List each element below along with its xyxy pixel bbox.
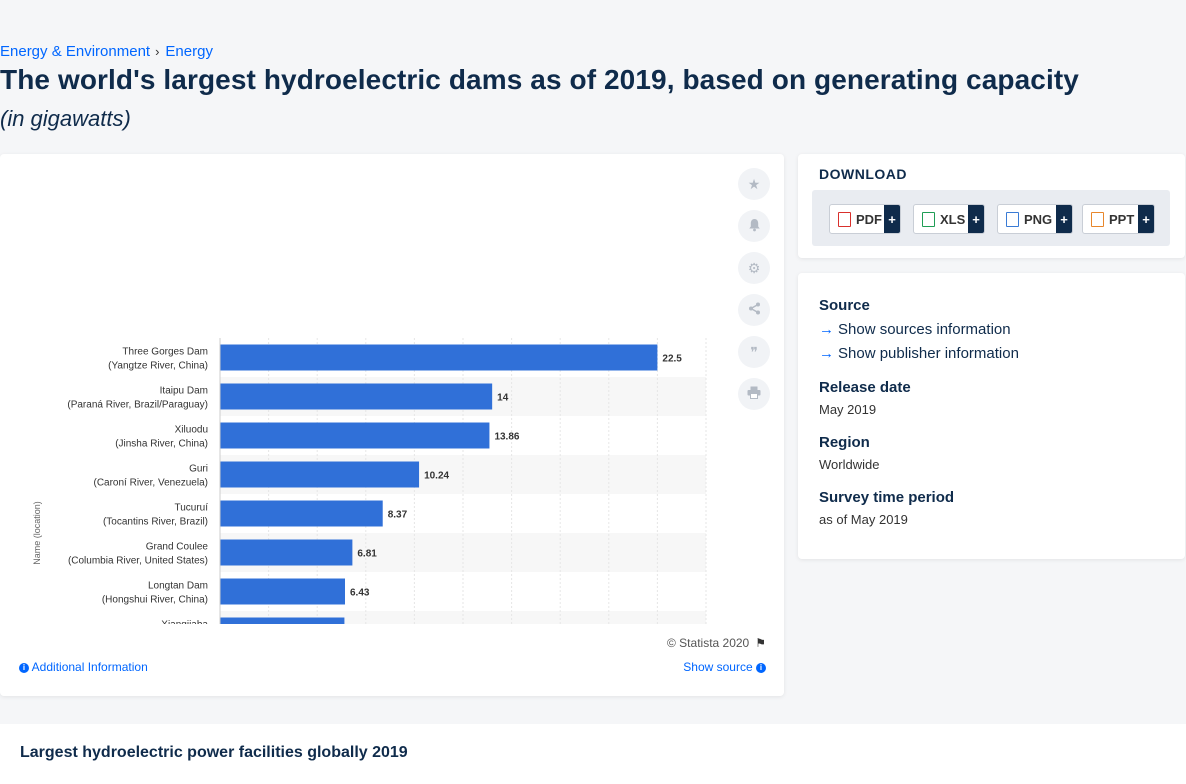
category-label: Longtan Dam: [148, 581, 208, 592]
bar: [220, 539, 353, 566]
category-location-label: (Yangtze River, China): [108, 361, 208, 372]
category-label: Guri: [189, 464, 208, 475]
favorite-button[interactable]: ★: [738, 168, 770, 200]
pdf-file-icon: [838, 211, 851, 227]
breadcrumb-separator: ›: [155, 44, 160, 59]
notification-button[interactable]: [738, 210, 770, 242]
settings-button[interactable]: ⚙: [738, 252, 770, 284]
category-label: Grand Coulee: [146, 542, 209, 553]
page-subtitle: (in gigawatts): [0, 106, 131, 131]
download-xls-button[interactable]: XLS +: [913, 204, 985, 234]
show-publisher-label: Show publisher information: [838, 345, 1019, 362]
bar: [220, 383, 493, 410]
show-source-link[interactable]: Show source i: [683, 660, 766, 674]
copyright: © Statista 2020 ⚑: [667, 636, 766, 650]
category-location-label: (Jinsha River, China): [115, 439, 208, 450]
png-file-icon: [1006, 211, 1019, 227]
category-location-label: (Paraná River, Brazil/Paraguay): [67, 400, 208, 411]
download-png-button[interactable]: PNG +: [997, 204, 1073, 234]
bar-value-label: 13.86: [494, 432, 519, 443]
quote-icon: ❞: [750, 343, 758, 360]
download-xls-label: XLS: [940, 211, 966, 227]
bar: [220, 617, 345, 624]
category-location-label: (Caroní River, Venezuela): [93, 478, 208, 489]
download-ppt-label: PPT: [1109, 211, 1135, 227]
category-label: Itaipu Dam: [160, 386, 208, 397]
additional-information-link[interactable]: i Additional Information: [19, 660, 148, 674]
breadcrumb-energy-environment[interactable]: Energy & Environment: [0, 43, 151, 60]
bar: [220, 578, 345, 605]
bar: [220, 422, 490, 449]
arrow-right-icon: →: [819, 345, 834, 362]
plus-icon[interactable]: +: [1056, 205, 1072, 233]
related-statistics-card: Largest hydroelectric power facilities g…: [0, 724, 1186, 784]
download-ppt-button[interactable]: PPT +: [1082, 204, 1155, 234]
release-date-label: Release date: [819, 379, 911, 396]
breadcrumb: Energy & Environment › Energy: [0, 43, 213, 60]
share-icon: [748, 302, 761, 318]
category-location-label: (Tocantins River, Brazil): [103, 517, 208, 528]
bar: [220, 500, 383, 527]
survey-period-label: Survey time period: [819, 489, 955, 506]
download-pdf-label: PDF: [856, 211, 882, 227]
related-statistic-title[interactable]: Largest hydroelectric power facilities g…: [20, 744, 408, 761]
category-label: Xiangjiaba: [161, 620, 208, 625]
bell-icon: [748, 218, 761, 235]
y-axis-title: Name (location): [32, 501, 42, 565]
star-icon: ★: [747, 175, 761, 192]
plus-icon[interactable]: +: [968, 205, 984, 233]
bar-value-label: 8.37: [388, 510, 408, 521]
share-button[interactable]: [738, 294, 770, 326]
flag-icon[interactable]: ⚑: [755, 636, 766, 650]
breadcrumb-energy[interactable]: Energy: [165, 43, 213, 60]
copyright-text: © Statista 2020: [667, 636, 750, 650]
bar: [220, 344, 658, 371]
download-png-label: PNG: [1024, 211, 1053, 227]
download-options: PDF + XLS + PNG + PPT +: [812, 190, 1170, 246]
bar-chart: 22.5 Three Gorges Dam (Yangtze River, Chin…: [32, 338, 707, 625]
region-value: Worldwide: [819, 457, 880, 472]
additional-information-label: Additional Information: [31, 660, 148, 674]
plus-icon[interactable]: +: [884, 205, 900, 233]
category-label: Xiluodu: [175, 425, 208, 436]
bar-value-label: 6.43: [350, 588, 370, 599]
chart-card: 22.5 Three Gorges Dam (Yangtze River, Chin…: [0, 154, 784, 696]
print-button[interactable]: [738, 378, 770, 410]
bar-value-label: 6.81: [357, 549, 377, 560]
top-bar: [0, 0, 1186, 36]
region-label: Region: [819, 434, 870, 451]
release-date-value: May 2019: [819, 402, 877, 417]
xls-file-icon: [922, 211, 935, 227]
gear-icon: ⚙: [747, 259, 761, 276]
download-pdf-button[interactable]: PDF +: [829, 204, 901, 234]
show-source-label: Show source: [683, 660, 753, 674]
ppt-file-icon: [1091, 211, 1104, 227]
category-location-label: (Hongshui River, China): [102, 595, 208, 606]
show-sources-label: Show sources information: [838, 321, 1011, 338]
bar-value-label: 22.5: [662, 354, 682, 365]
show-publisher-link[interactable]: → Show publisher information: [819, 345, 1019, 362]
print-icon: [747, 386, 761, 402]
category-label: Three Gorges Dam: [122, 347, 208, 358]
cite-button[interactable]: ❞: [738, 336, 770, 368]
bar: [220, 461, 420, 488]
category-label: Tucuruí: [174, 503, 208, 514]
download-title: DOWNLOAD: [819, 166, 907, 182]
info-icon: i: [756, 662, 766, 673]
arrow-right-icon: →: [819, 321, 834, 338]
plus-icon[interactable]: +: [1138, 205, 1154, 233]
info-icon: i: [19, 662, 29, 673]
show-sources-link[interactable]: → Show sources information: [819, 321, 1011, 338]
statistic-info-card: Source → Show sources information → Show p…: [798, 273, 1185, 559]
survey-period-value: as of May 2019: [819, 512, 908, 527]
category-location-label: (Columbia River, United States): [68, 556, 208, 567]
source-label: Source: [819, 297, 870, 314]
bar-value-label: 14: [497, 393, 509, 404]
chart-tools: ★ ⚙ ❞: [738, 168, 772, 420]
download-card: DOWNLOAD PDF + XLS + PNG + PPT +: [798, 154, 1185, 258]
bar-value-label: 10.24: [424, 471, 449, 482]
page-title: The world's largest hydroelectric dams a…: [0, 64, 1079, 95]
